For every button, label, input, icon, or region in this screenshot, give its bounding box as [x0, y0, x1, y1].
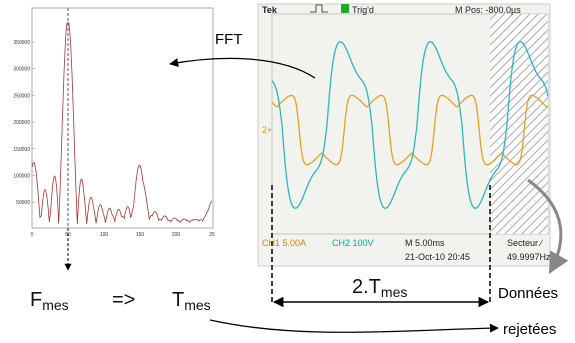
y-tick-label: 50000: [16, 200, 30, 206]
fft-plot: 350000 300000 250000 200000 150000 100000 5000…: [13, 8, 215, 238]
period-prefix: 2.T: [352, 276, 381, 298]
scope-source: Secteur ∕: [507, 238, 544, 248]
trigger-box: [341, 4, 349, 13]
f-subscript: mes: [42, 297, 68, 313]
scope-trigger: Trig'd: [352, 5, 374, 15]
t-mes: Tmes: [172, 289, 211, 313]
fft-label: FFT: [215, 31, 243, 48]
period-label: 2.Tmes: [352, 276, 407, 300]
y-tick-label: 100000: [13, 174, 30, 180]
discarded-zone: [490, 14, 548, 234]
scope-brand: Tek: [262, 5, 278, 15]
x-tick-label: 150: [136, 232, 145, 238]
f-mes: Fmes: [30, 289, 69, 313]
x-tick-label: 100: [100, 232, 109, 238]
reject-arrow: [210, 320, 498, 332]
scope-position: M Pos: -800.0µs: [455, 5, 521, 15]
y-tick-label: 350000: [13, 40, 30, 46]
t-subscript: mes: [184, 297, 210, 313]
ch2-marker: 2+: [262, 125, 272, 135]
scope-date: 21-Oct-10 20:45: [405, 252, 470, 262]
y-tick-label: 300000: [13, 67, 30, 73]
fft-frame: [32, 8, 213, 228]
t-symbol: T: [172, 289, 184, 311]
discarded-line2: rejetées: [503, 321, 556, 338]
x-tick-label: 0: [31, 232, 34, 238]
scope-timebase: M 5.00ms: [405, 238, 445, 248]
discarded-line1: Données: [498, 285, 558, 302]
scope-frequency: 49.9997Hz: [507, 252, 551, 262]
period-subscript: mes: [381, 284, 407, 300]
scope-ch2: CH2 100V: [332, 238, 374, 248]
scope-ch1: CH1 5.00A: [262, 238, 306, 248]
x-tick-label: 200: [172, 232, 181, 238]
x-tick-label: 25: [209, 232, 215, 238]
y-tick-label: 200000: [13, 120, 30, 126]
implies: =>: [112, 289, 135, 311]
y-tick-label: 150000: [13, 147, 30, 153]
y-tick-label: 250000: [13, 93, 30, 99]
diagram: 350000 300000 250000 200000 150000 100000 5000…: [0, 0, 575, 343]
f-symbol: F: [30, 289, 42, 311]
